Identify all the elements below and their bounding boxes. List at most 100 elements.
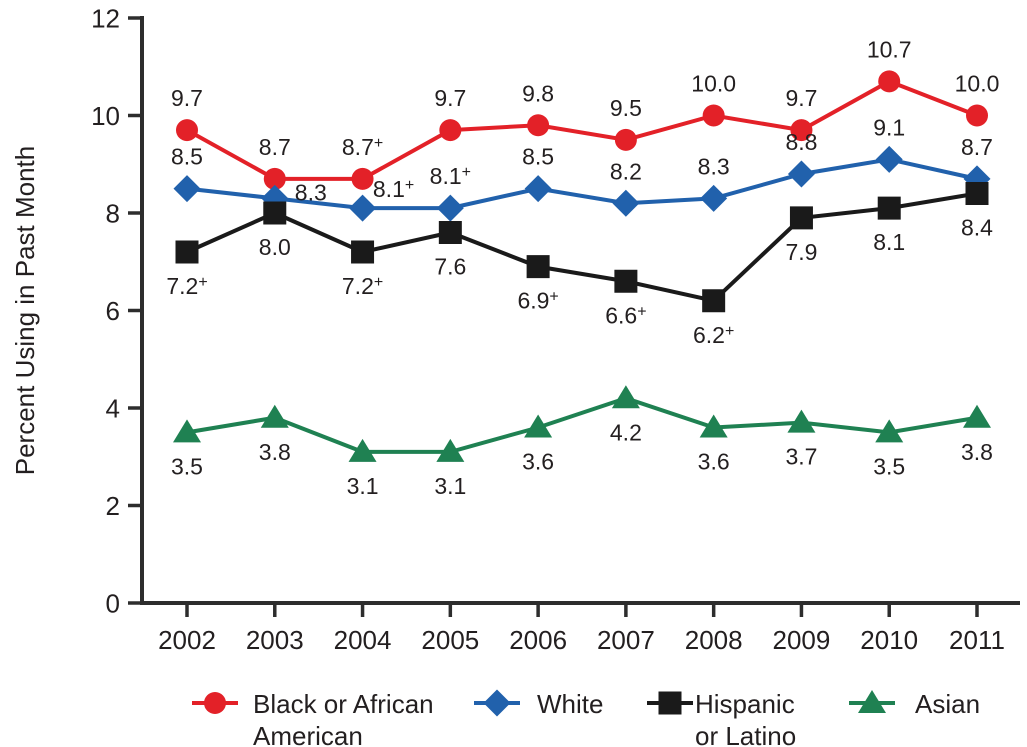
diamond-marker xyxy=(349,194,377,222)
circle-marker xyxy=(966,104,988,127)
data-label: 8.3 xyxy=(295,179,327,205)
legend-label: Asian xyxy=(915,689,980,719)
legend-label: American xyxy=(253,721,363,747)
y-axis: 0 2 4 6 8 10 12 xyxy=(91,4,144,619)
series-line-hispanic-or-latino xyxy=(186,191,978,303)
data-label: 8.3 xyxy=(698,153,730,179)
triangle-marker xyxy=(875,419,904,443)
triangle-marker xyxy=(173,419,201,443)
diamond-marker xyxy=(173,175,201,203)
y-tick-label: 6 xyxy=(106,296,120,326)
circle-marker xyxy=(176,119,198,142)
triangle-marker xyxy=(260,404,289,428)
triangle-marker xyxy=(611,385,640,409)
circle-marker xyxy=(439,119,462,142)
square-marker xyxy=(877,196,901,220)
series-asian: 3.5 3.8 3.1 3.1 3.6 4.2 3.6 3.7 3.5 3.8 xyxy=(171,385,993,499)
legend-diamond-marker xyxy=(483,689,511,717)
data-label: 9.7 xyxy=(785,85,817,111)
data-label: 10.7 xyxy=(867,36,912,62)
circle-marker xyxy=(702,104,725,127)
diamond-marker xyxy=(612,189,640,217)
triangle-marker xyxy=(348,438,377,462)
legend-label: Black or African xyxy=(253,689,434,719)
data-label: 8.0 xyxy=(259,234,291,260)
legend-circle-marker xyxy=(204,692,226,714)
triangle-marker xyxy=(963,404,991,428)
data-label: 7.9 xyxy=(785,239,817,265)
circle-marker xyxy=(263,167,286,190)
data-label: 3.6 xyxy=(698,449,730,475)
x-tick-label: 2008 xyxy=(685,625,743,655)
square-marker xyxy=(789,206,813,230)
data-label: 9.1 xyxy=(873,114,905,140)
square-marker xyxy=(614,269,638,293)
legend-item-asian: Asian xyxy=(849,689,980,719)
legend-label: Hispanic xyxy=(695,689,795,719)
y-tick-label: 0 xyxy=(106,589,120,619)
data-label: 3.5 xyxy=(171,453,203,479)
data-label: 8.7 xyxy=(961,134,993,160)
data-label: 3.8 xyxy=(961,439,993,465)
data-label: 4.2 xyxy=(610,419,642,445)
data-label: 3.8 xyxy=(259,439,291,465)
legend-square-marker xyxy=(658,691,682,715)
y-tick-label: 4 xyxy=(106,394,120,424)
data-label: 8.5 xyxy=(522,144,554,170)
y-tick-label: 10 xyxy=(91,101,120,131)
square-marker xyxy=(175,240,199,264)
data-label: 7.6 xyxy=(434,254,466,280)
x-tick-label: 2007 xyxy=(597,625,655,655)
x-tick-label: 2003 xyxy=(246,625,304,655)
series-line-asian xyxy=(186,396,978,454)
series-black-or-african-american: 9.78.7 8.7+9.7 9.89.510.09.710.710.0 xyxy=(171,36,999,190)
data-label: 8.7 xyxy=(259,134,291,160)
circle-marker xyxy=(351,167,374,190)
triangle-marker xyxy=(787,409,816,433)
circle-marker xyxy=(878,70,901,93)
circle-marker xyxy=(527,114,550,137)
y-tick-label: 8 xyxy=(106,199,120,229)
data-label: 3.7 xyxy=(785,444,817,470)
data-label: 9.7 xyxy=(171,85,203,111)
y-tick-label: 12 xyxy=(91,4,120,34)
diamond-marker xyxy=(524,175,552,203)
data-label: 3.6 xyxy=(522,449,554,475)
diamond-marker xyxy=(700,184,728,212)
data-label: 9.7 xyxy=(434,85,466,111)
square-marker xyxy=(263,201,287,225)
legend-label: White xyxy=(537,689,603,719)
series-hispanic-or-latino: 7.2+8.07.2+7.66.9+6.6+6.2+7.9 8.18.4 xyxy=(166,182,993,348)
square-marker xyxy=(438,221,462,244)
data-label: 8.8 xyxy=(785,129,817,155)
diamond-marker xyxy=(787,160,815,188)
series-line-white xyxy=(186,157,978,211)
x-tick-label: 2004 xyxy=(334,625,392,655)
x-tick-label: 2006 xyxy=(509,625,567,655)
circle-marker xyxy=(614,128,637,151)
legend-label: or Latino xyxy=(695,721,796,747)
triangle-marker xyxy=(524,414,553,438)
data-label: 3.5 xyxy=(873,453,905,479)
diamond-marker xyxy=(875,145,903,173)
x-tick-label: 2009 xyxy=(773,625,831,655)
square-marker xyxy=(702,289,726,313)
triangle-marker xyxy=(436,438,465,462)
data-label: 9.5 xyxy=(610,95,642,121)
x-tick-label: 2011 xyxy=(949,625,1005,655)
x-tick-label: 2005 xyxy=(421,625,479,655)
triangle-marker xyxy=(699,414,728,438)
square-marker xyxy=(965,182,989,205)
y-axis-title: Percent Using in Past Month xyxy=(10,146,40,476)
data-label: 8.1 xyxy=(873,229,905,255)
data-label: 10.0 xyxy=(691,71,736,97)
data-label: 3.1 xyxy=(347,473,379,499)
data-label: 10.0 xyxy=(955,71,1000,97)
square-marker xyxy=(351,240,375,264)
